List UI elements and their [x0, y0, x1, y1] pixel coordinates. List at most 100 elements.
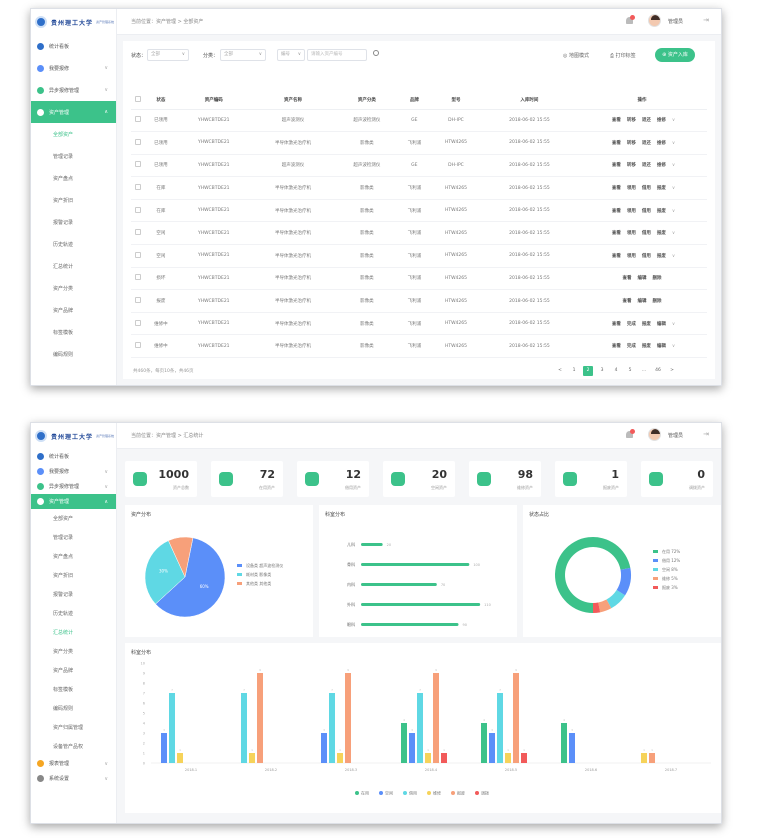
row-action-button[interactable]: 报废 [641, 321, 651, 327]
column-bar[interactable] [513, 673, 519, 763]
submenu-item[interactable]: 汇总统计 [53, 263, 74, 270]
search-icon[interactable] [373, 50, 379, 56]
row-action-button[interactable]: 查看 [611, 253, 621, 259]
row-checkbox[interactable] [135, 116, 142, 123]
map-mode-link[interactable]: ◎ 地图模式 [563, 53, 589, 59]
stat-card[interactable]: 1 报废资产 [555, 461, 627, 497]
column-bar[interactable] [249, 753, 255, 763]
notification-bell-icon[interactable] [624, 429, 635, 440]
column-bar[interactable] [329, 693, 335, 763]
page-button[interactable]: 4 [614, 368, 618, 373]
submenu-item[interactable]: 资产品牌 [53, 668, 74, 674]
row-action-button[interactable]: 查看 [611, 231, 621, 237]
row-checkbox[interactable] [135, 319, 142, 326]
select-all-checkbox[interactable] [135, 95, 142, 102]
sidebar-item[interactable]: 资产管理 ∧ [31, 101, 116, 123]
row-checkbox[interactable] [135, 138, 142, 145]
row-action-button[interactable]: 删除 [652, 299, 662, 305]
row-action-button[interactable]: 删除 [652, 276, 662, 282]
donut-slice[interactable] [616, 567, 631, 596]
submenu-item[interactable]: 编码规则 [53, 351, 74, 358]
sidebar-item[interactable]: 我要报修 ∨ [31, 464, 116, 479]
submenu-item[interactable]: 全部资产 [53, 516, 74, 522]
bar[interactable] [361, 543, 383, 546]
stat-card[interactable]: 98 维修资产 [469, 461, 541, 497]
row-action-button[interactable]: 报废 [656, 208, 666, 214]
page-button[interactable]: < [558, 368, 562, 373]
column-bar[interactable] [481, 723, 487, 763]
submenu-item[interactable]: 设备管产品权 [53, 744, 84, 750]
row-action-button[interactable]: 借用 [641, 208, 651, 214]
row-checkbox[interactable] [135, 297, 142, 304]
submenu-item[interactable]: 资产分类 [53, 649, 74, 655]
column-bar[interactable] [169, 693, 175, 763]
row-action-button[interactable]: 查看 [611, 208, 621, 214]
row-checkbox[interactable] [135, 274, 142, 281]
user-name[interactable]: 管理员 [667, 433, 683, 439]
row-action-button[interactable]: 编辑 [656, 344, 666, 350]
row-checkbox[interactable] [135, 229, 142, 236]
row-checkbox[interactable] [135, 206, 142, 213]
pie-slice[interactable] [155, 537, 226, 618]
avatar[interactable] [648, 428, 661, 441]
column-bar[interactable] [521, 753, 527, 763]
row-action-button[interactable]: 查看 [622, 276, 632, 282]
row-action-button[interactable]: 转移 [626, 118, 636, 124]
pie-slice[interactable] [144, 540, 186, 605]
column-bar[interactable] [417, 693, 423, 763]
column-bar[interactable] [409, 733, 415, 763]
row-action-button[interactable]: 完成 [626, 344, 636, 350]
stat-card[interactable]: 1000 资产总数 [125, 461, 197, 497]
column-bar[interactable] [497, 693, 503, 763]
more-chevron-icon[interactable]: ∨ [671, 140, 676, 146]
column-bar[interactable] [489, 733, 495, 763]
row-action-button[interactable]: 查看 [611, 118, 621, 124]
sidebar-item[interactable]: 系统设置 ∨ [31, 771, 116, 786]
row-action-button[interactable]: 借用 [641, 253, 651, 259]
status-select[interactable]: 全部 ∨ [147, 49, 189, 61]
user-name[interactable]: 管理员 [667, 19, 683, 25]
column-bar[interactable] [641, 753, 647, 763]
submenu-item[interactable]: 资产盘点 [53, 554, 74, 560]
stat-card[interactable]: 12 借用资产 [297, 461, 369, 497]
row-action-button[interactable]: 完成 [626, 321, 636, 327]
submenu-item[interactable]: 汇总统计 [53, 630, 74, 636]
row-action-button[interactable]: 报废 [656, 186, 666, 192]
field-select[interactable]: 编号 ∨ [277, 49, 305, 61]
donut-slice[interactable] [598, 599, 612, 613]
column-bar[interactable] [569, 733, 575, 763]
notification-bell-icon[interactable] [624, 15, 635, 26]
sidebar-item[interactable]: 异步报修管理 ∨ [31, 79, 116, 101]
column-bar[interactable] [505, 753, 511, 763]
more-chevron-icon[interactable]: ∨ [671, 253, 676, 259]
column-bar[interactable] [401, 723, 407, 763]
row-action-button[interactable]: 转移 [626, 163, 636, 169]
column-bar[interactable] [345, 673, 351, 763]
row-action-button[interactable]: 编辑 [637, 299, 647, 305]
column-bar[interactable] [433, 673, 439, 763]
submenu-item[interactable]: 编码规则 [53, 706, 74, 712]
row-action-button[interactable]: 编辑 [637, 276, 647, 282]
print-label-link[interactable]: ⎙ 打印标签 [610, 53, 636, 59]
page-button[interactable]: 46 [655, 368, 661, 373]
row-action-button[interactable]: 领用 [626, 253, 636, 259]
column-bar[interactable] [441, 753, 447, 763]
submenu-item[interactable]: 资产折旧 [53, 573, 74, 579]
submenu-item[interactable]: 报警记录 [53, 219, 74, 226]
page-button[interactable]: 2 [583, 366, 593, 376]
row-action-button[interactable]: 查看 [611, 186, 621, 192]
more-chevron-icon[interactable]: ∨ [671, 208, 676, 214]
submenu-item[interactable]: 资产归属管理 [53, 725, 84, 731]
column-bar[interactable] [425, 753, 431, 763]
submenu-item[interactable]: 资产分类 [53, 285, 74, 292]
column-bar[interactable] [177, 753, 183, 763]
row-action-button[interactable]: 编辑 [656, 321, 666, 327]
row-action-button[interactable]: 退还 [641, 118, 651, 124]
page-button[interactable]: > [670, 368, 674, 373]
row-action-button[interactable]: 借用 [641, 186, 651, 192]
more-chevron-icon[interactable]: ∨ [671, 118, 676, 124]
stat-card[interactable]: 72 在用资产 [211, 461, 283, 497]
stat-card[interactable]: 20 空闲资产 [383, 461, 455, 497]
column-bar[interactable] [561, 723, 567, 763]
more-chevron-icon[interactable]: ∨ [671, 231, 676, 237]
